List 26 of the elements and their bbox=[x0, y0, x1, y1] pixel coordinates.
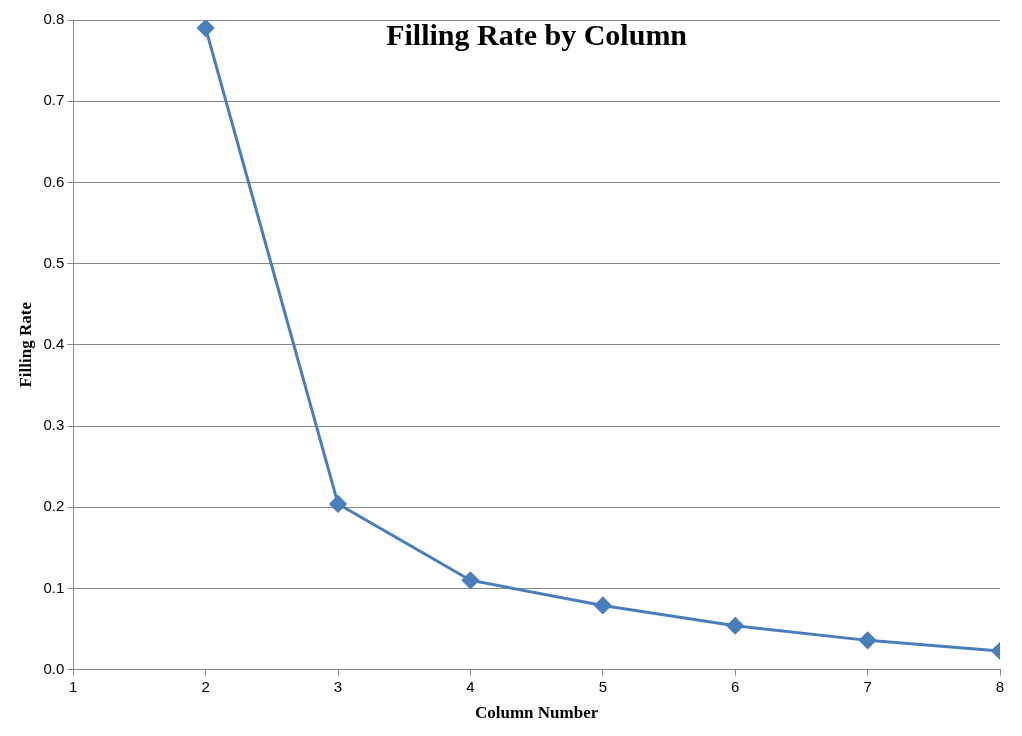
y-tick-label: 0.1 bbox=[43, 578, 65, 596]
y-tick-label: 0.3 bbox=[43, 416, 65, 434]
point bbox=[461, 571, 479, 589]
y-tick-label: 0.8 bbox=[43, 10, 65, 28]
x-tick-label: 6 bbox=[731, 677, 740, 695]
point bbox=[859, 631, 877, 649]
y-axis-title: Filling Rate bbox=[15, 301, 35, 388]
x-axis-title: Column Number bbox=[474, 703, 599, 723]
point bbox=[329, 495, 347, 513]
chart-title: Filling Rate by Column bbox=[386, 17, 688, 51]
y-tick-label: 0.5 bbox=[43, 253, 65, 271]
x-tick-label: 5 bbox=[598, 677, 607, 695]
y-tick-label: 0.2 bbox=[43, 497, 65, 515]
y-tick-label: 0.7 bbox=[43, 91, 65, 109]
point bbox=[197, 20, 215, 37]
y-tick-label: 0.6 bbox=[43, 172, 65, 190]
point bbox=[594, 596, 612, 614]
point bbox=[726, 617, 744, 635]
x-tick-label: 3 bbox=[333, 677, 343, 695]
x-tick-label: 1 bbox=[69, 677, 78, 695]
x-tick-label: 4 bbox=[466, 677, 475, 695]
x-tick-label: 7 bbox=[863, 677, 872, 695]
y-tick-label: 0.4 bbox=[43, 334, 65, 352]
y-tick-label: 0.0 bbox=[43, 659, 65, 677]
x-tick-label: 8 bbox=[995, 677, 1005, 695]
x-tick-label: 2 bbox=[201, 677, 210, 695]
